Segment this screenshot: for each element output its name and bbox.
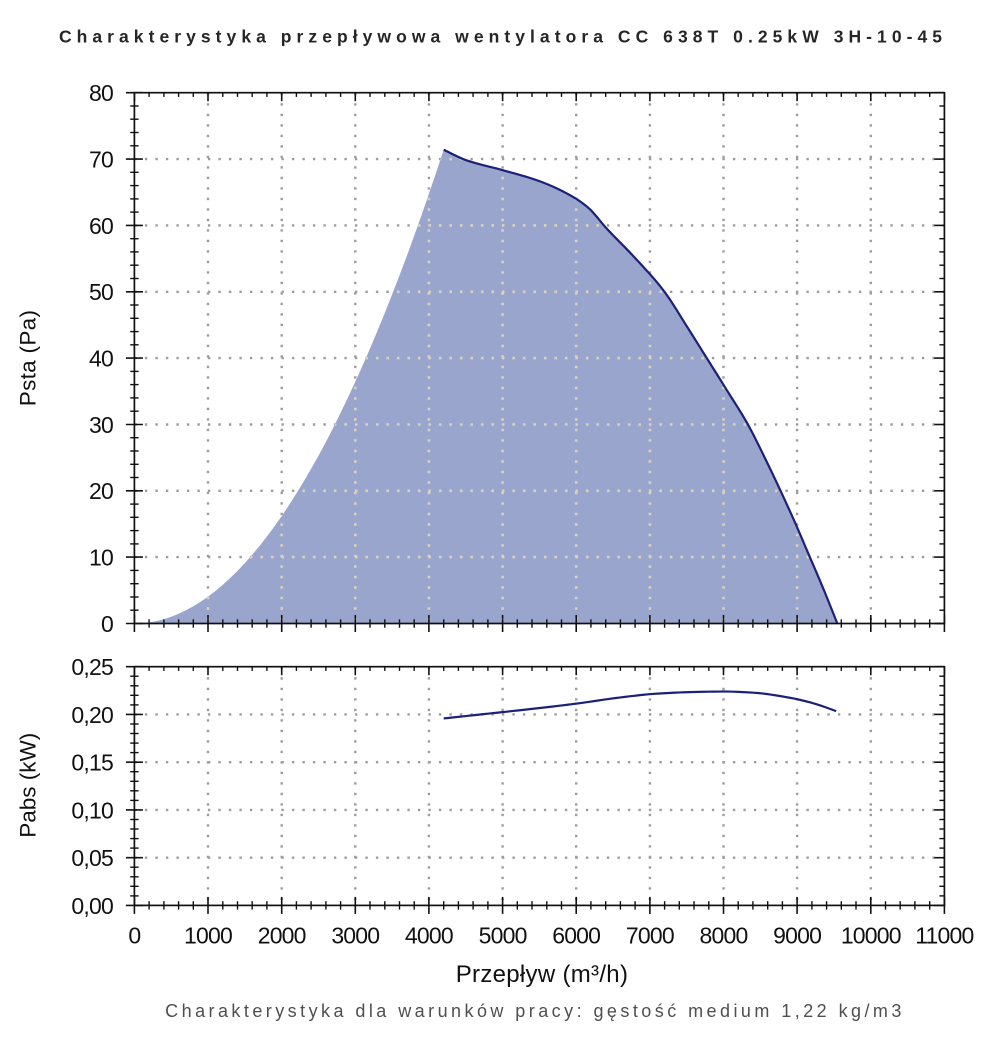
svg-text:0: 0 [101, 611, 113, 637]
svg-text:6000: 6000 [552, 923, 600, 949]
svg-text:2000: 2000 [258, 923, 306, 949]
svg-text:0: 0 [128, 923, 140, 949]
svg-text:Charakterystyka przepływowa we: Charakterystyka przepływowa wentylatora … [59, 26, 947, 46]
svg-text:0,15: 0,15 [71, 750, 113, 776]
svg-text:1000: 1000 [184, 923, 232, 949]
svg-text:Charakterystyka dla warunków p: Charakterystyka dla warunków pracy: gęst… [165, 1001, 905, 1021]
svg-text:0,05: 0,05 [71, 845, 113, 871]
svg-text:8000: 8000 [700, 923, 748, 949]
svg-text:Psta (Pa): Psta (Pa) [15, 310, 40, 406]
svg-text:60: 60 [89, 213, 113, 239]
svg-text:3000: 3000 [331, 923, 379, 949]
svg-text:70: 70 [89, 147, 113, 173]
svg-text:Pabs (kW): Pabs (kW) [15, 733, 40, 838]
svg-text:50: 50 [89, 279, 113, 305]
svg-text:0,20: 0,20 [71, 702, 113, 728]
svg-text:5000: 5000 [479, 923, 527, 949]
svg-text:4000: 4000 [405, 923, 453, 949]
svg-text:11000: 11000 [915, 923, 973, 949]
svg-text:40: 40 [89, 346, 113, 372]
svg-text:7000: 7000 [626, 923, 674, 949]
svg-text:9000: 9000 [773, 923, 821, 949]
svg-text:0,25: 0,25 [71, 654, 113, 680]
svg-text:10000: 10000 [841, 923, 901, 949]
svg-text:0,10: 0,10 [71, 797, 113, 823]
svg-text:80: 80 [89, 80, 113, 106]
svg-text:10: 10 [89, 545, 113, 571]
svg-text:0,00: 0,00 [71, 893, 113, 919]
svg-text:Przepływ (m³/h): Przepływ (m³/h) [456, 961, 629, 988]
svg-text:30: 30 [89, 412, 113, 438]
svg-text:20: 20 [89, 478, 113, 504]
